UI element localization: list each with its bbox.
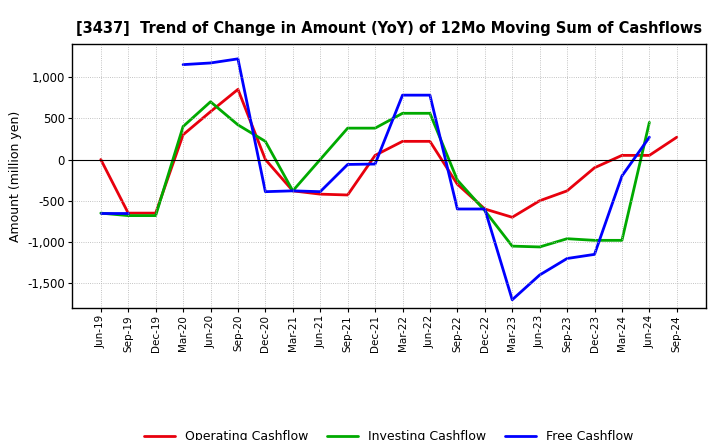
Operating Cashflow bbox=[536, 198, 544, 203]
Investing Cashflow bbox=[179, 124, 187, 129]
Operating Cashflow bbox=[96, 157, 105, 162]
Operating Cashflow bbox=[453, 182, 462, 187]
Investing Cashflow bbox=[261, 139, 270, 144]
Operating Cashflow bbox=[590, 165, 599, 170]
Operating Cashflow bbox=[233, 87, 242, 92]
Operating Cashflow bbox=[398, 139, 407, 144]
Investing Cashflow bbox=[536, 244, 544, 249]
Operating Cashflow bbox=[343, 192, 352, 198]
Investing Cashflow bbox=[371, 125, 379, 131]
Operating Cashflow bbox=[151, 210, 160, 216]
Investing Cashflow bbox=[206, 99, 215, 104]
Investing Cashflow bbox=[453, 177, 462, 183]
Investing Cashflow bbox=[563, 236, 572, 241]
Investing Cashflow bbox=[124, 213, 132, 218]
Operating Cashflow bbox=[316, 191, 325, 197]
Investing Cashflow bbox=[289, 188, 297, 194]
Investing Cashflow bbox=[426, 111, 434, 116]
Legend: Operating Cashflow, Investing Cashflow, Free Cashflow: Operating Cashflow, Investing Cashflow, … bbox=[139, 425, 639, 440]
Operating Cashflow bbox=[289, 188, 297, 194]
Line: Investing Cashflow: Investing Cashflow bbox=[101, 102, 649, 247]
Operating Cashflow bbox=[480, 206, 489, 212]
Investing Cashflow bbox=[398, 111, 407, 116]
Operating Cashflow bbox=[261, 157, 270, 162]
Operating Cashflow bbox=[563, 188, 572, 194]
Investing Cashflow bbox=[618, 238, 626, 243]
Operating Cashflow bbox=[645, 153, 654, 158]
Operating Cashflow bbox=[618, 153, 626, 158]
Title: [3437]  Trend of Change in Amount (YoY) of 12Mo Moving Sum of Cashflows: [3437] Trend of Change in Amount (YoY) o… bbox=[76, 21, 702, 36]
Free Cashflow bbox=[96, 210, 105, 216]
Investing Cashflow bbox=[343, 125, 352, 131]
Investing Cashflow bbox=[151, 213, 160, 218]
Investing Cashflow bbox=[645, 120, 654, 125]
Free Cashflow bbox=[124, 210, 132, 216]
Investing Cashflow bbox=[590, 238, 599, 243]
Operating Cashflow bbox=[124, 210, 132, 216]
Investing Cashflow bbox=[480, 208, 489, 213]
Investing Cashflow bbox=[316, 157, 325, 162]
Operating Cashflow bbox=[371, 153, 379, 158]
Operating Cashflow bbox=[179, 132, 187, 137]
Investing Cashflow bbox=[96, 210, 105, 216]
Operating Cashflow bbox=[426, 139, 434, 144]
Operating Cashflow bbox=[672, 135, 681, 140]
Operating Cashflow bbox=[206, 109, 215, 114]
Y-axis label: Amount (million yen): Amount (million yen) bbox=[9, 110, 22, 242]
Investing Cashflow bbox=[233, 122, 242, 128]
Investing Cashflow bbox=[508, 243, 516, 249]
Line: Operating Cashflow: Operating Cashflow bbox=[101, 89, 677, 217]
Operating Cashflow bbox=[508, 215, 516, 220]
